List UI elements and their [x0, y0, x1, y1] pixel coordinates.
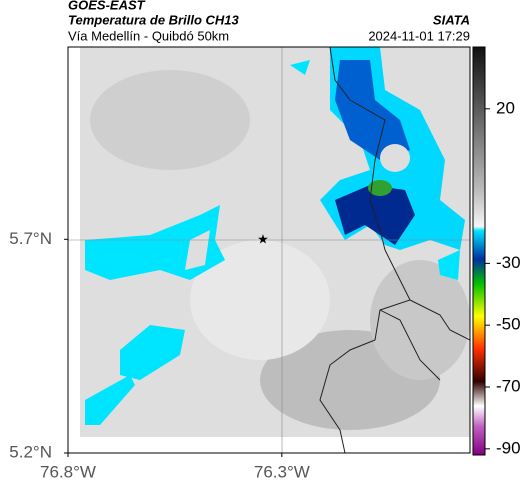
y-tick-label: 5.7°N — [9, 229, 52, 248]
subtitle: Temperatura de Brillo CH13 — [68, 12, 240, 27]
source: SIATA — [433, 12, 470, 27]
colorbar-tick-label: 20 — [496, 98, 515, 117]
map-image: ★ — [68, 47, 470, 453]
colorbar-tick-label: -30 — [496, 253, 521, 272]
region: Vía Medellín - Quibdó 50km — [68, 28, 229, 43]
colorbar-tick-label: -70 — [496, 376, 521, 395]
colorbar-tick-label: -50 — [496, 315, 521, 334]
map-frame — [67, 46, 471, 454]
svg-text:★: ★ — [257, 231, 269, 246]
x-tick-label: 76.3°W — [254, 462, 310, 481]
x-tick-label: 76.8°W — [40, 462, 96, 481]
colorbar — [472, 46, 486, 456]
title: GOES-EAST — [68, 0, 146, 12]
colorbar-tick-label: -90 — [496, 438, 521, 457]
y-tick-label: 5.2°N — [9, 442, 52, 461]
timestamp: 2024-11-01 17:29 — [368, 28, 470, 43]
